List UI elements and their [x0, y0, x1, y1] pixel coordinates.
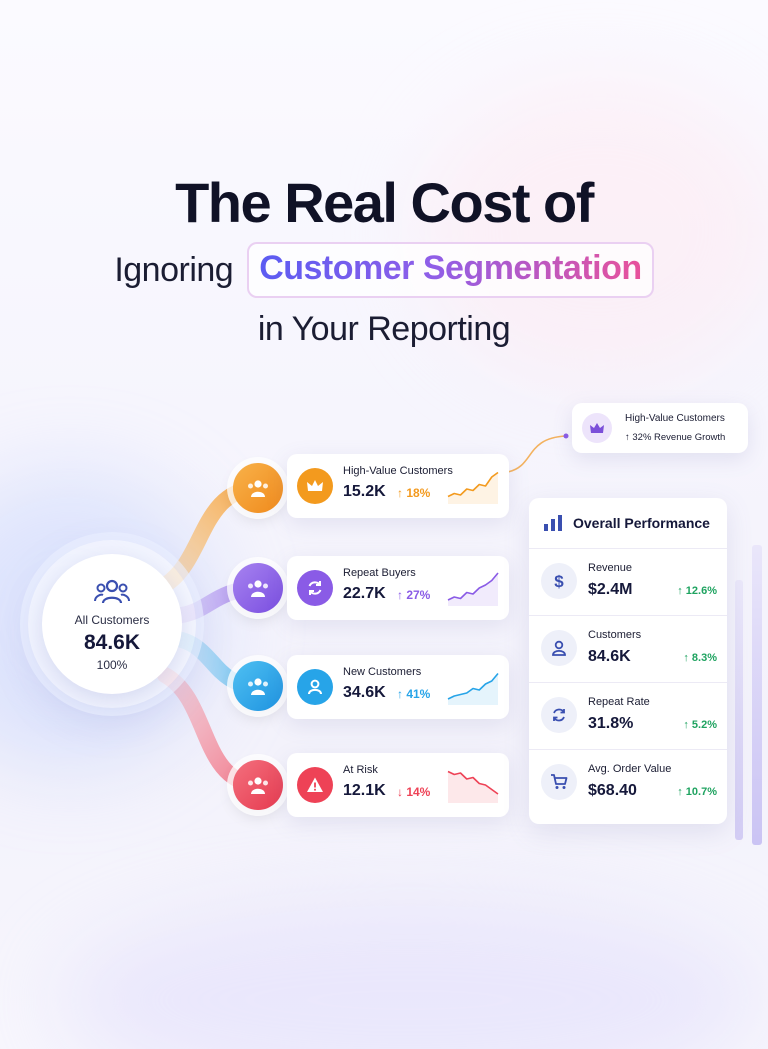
pr-value: 31.8% — [588, 715, 634, 732]
perf-row-customers[interactable]: Customers 84.6K ↑ 8.3% — [529, 615, 727, 682]
deco-bar — [752, 545, 762, 845]
user-icon — [552, 640, 566, 656]
headline-line-2: Ignoring Customer Segmentation — [0, 242, 768, 298]
user-icon — [308, 679, 322, 695]
pr-icon-wrap — [541, 697, 577, 733]
segment-change: ↑ 41% — [397, 687, 431, 701]
callout-icon-wrap — [582, 413, 612, 443]
sparkline-line — [447, 770, 499, 795]
segment-name: High-Value Customers — [343, 465, 453, 477]
connector-callout — [507, 435, 567, 473]
callout-subtitle: ↑ 32% Revenue Growth — [625, 432, 726, 443]
headline-line-3: in Your Reporting — [257, 310, 511, 348]
users-icon — [248, 678, 268, 695]
sparkline — [447, 672, 499, 705]
segment-icon-wrap — [297, 468, 333, 504]
sparkline-line — [447, 471, 499, 498]
users-icon — [248, 777, 268, 794]
pr-label: Repeat Rate — [588, 696, 650, 708]
pr-value: $2.4M — [588, 581, 633, 598]
crown-icon — [590, 423, 604, 433]
pr-value: $68.40 — [588, 782, 637, 799]
pr-value: 84.6K — [588, 648, 631, 665]
sparkline-line — [447, 672, 499, 700]
headline-line-1: The Real Cost of — [175, 171, 594, 234]
segment-name: At Risk — [343, 764, 378, 776]
perf-row-revenue[interactable]: $ Revenue $2.4M ↑ 12.6% — [529, 548, 727, 615]
segment-change: ↓ 14% — [397, 785, 431, 799]
node-new-customers[interactable] — [233, 661, 283, 711]
perf-row-repeat-rate[interactable]: Repeat Rate 31.8% ↑ 5.2% — [529, 682, 727, 749]
segment-icon-wrap — [297, 669, 333, 705]
users-icon — [94, 579, 130, 603]
hub-value: 84.6K — [83, 630, 141, 654]
sparkline-area — [448, 472, 498, 504]
users-icon — [248, 480, 268, 497]
headline-prefix: Ignoring — [114, 251, 234, 289]
headline-highlight: Customer Segmentation — [259, 244, 642, 292]
performance-header: Overall Performance — [543, 514, 710, 532]
node-repeat-buyers[interactable] — [233, 563, 283, 613]
headline: The Real Cost of Ignoring Customer Segme… — [0, 170, 768, 352]
segment-icon-wrap — [297, 570, 333, 606]
pr-icon-wrap — [541, 764, 577, 800]
node-high-value[interactable] — [233, 463, 283, 513]
hub-percent: 100% — [96, 657, 128, 672]
cart-icon — [551, 774, 568, 789]
segment-card-at-risk[interactable]: At Risk 12.1K ↓ 14% — [287, 753, 509, 817]
high-value-callout[interactable]: High-Value Customers ↑ 32% Revenue Growt… — [572, 403, 748, 453]
callout-title: High-Value Customers — [625, 413, 725, 424]
pr-icon-wrap — [541, 630, 577, 666]
pr-change: ↑ 12.6% — [677, 585, 717, 597]
sparkline — [447, 471, 499, 504]
segment-value: 12.1K — [343, 782, 386, 799]
svg-text:$: $ — [554, 572, 564, 590]
segment-card-new-customers[interactable]: New Customers 34.6K ↑ 41% — [287, 655, 509, 719]
hub-label: All Customers — [74, 612, 150, 627]
sparkline-area — [448, 771, 498, 803]
pr-icon-wrap: $ — [541, 563, 577, 599]
perf-row-avg-order-value[interactable]: Avg. Order Value $68.40 ↑ 10.7% — [529, 749, 727, 816]
sparkline-line — [447, 572, 499, 601]
alert-icon — [307, 777, 323, 792]
pr-change: ↑ 10.7% — [677, 786, 717, 798]
segment-card-repeat-buyers[interactable]: Repeat Buyers 22.7K ↑ 27% — [287, 556, 509, 620]
segment-card-high-value[interactable]: High-Value Customers 15.2K ↑ 18% — [287, 454, 509, 518]
headline-highlight-box: Customer Segmentation — [247, 242, 654, 298]
segment-change: ↑ 27% — [397, 588, 431, 602]
segment-name: New Customers — [343, 666, 422, 678]
segment-change: ↑ 18% — [397, 486, 431, 500]
node-at-risk[interactable] — [233, 760, 283, 810]
segment-value: 34.6K — [343, 684, 386, 701]
deco-bar — [735, 580, 743, 840]
performance-title: Overall Performance — [573, 515, 710, 531]
all-customers-hub[interactable]: All Customers 84.6K 100% — [42, 554, 182, 694]
refresh-icon — [308, 581, 322, 595]
crown-icon — [307, 480, 323, 491]
pr-change: ↑ 8.3% — [683, 652, 717, 664]
pr-label: Revenue — [588, 562, 633, 574]
segment-icon-wrap — [297, 767, 333, 803]
sparkline-area — [448, 573, 498, 606]
pr-label: Avg. Order Value — [588, 763, 672, 775]
sparkline — [447, 572, 499, 606]
sparkline — [447, 770, 499, 803]
users-icon — [248, 580, 268, 597]
segment-name: Repeat Buyers — [343, 567, 416, 579]
overall-performance-card: Overall Performance $ Revenue $2.4M ↑ 12… — [529, 498, 727, 824]
bar-chart-icon — [544, 515, 562, 531]
segment-value: 15.2K — [343, 483, 386, 500]
refresh-icon — [553, 708, 565, 722]
segment-value: 22.7K — [343, 585, 386, 602]
pr-label: Customers — [588, 629, 642, 641]
pr-change: ↑ 5.2% — [683, 719, 717, 731]
dollar-icon: $ — [554, 572, 564, 590]
